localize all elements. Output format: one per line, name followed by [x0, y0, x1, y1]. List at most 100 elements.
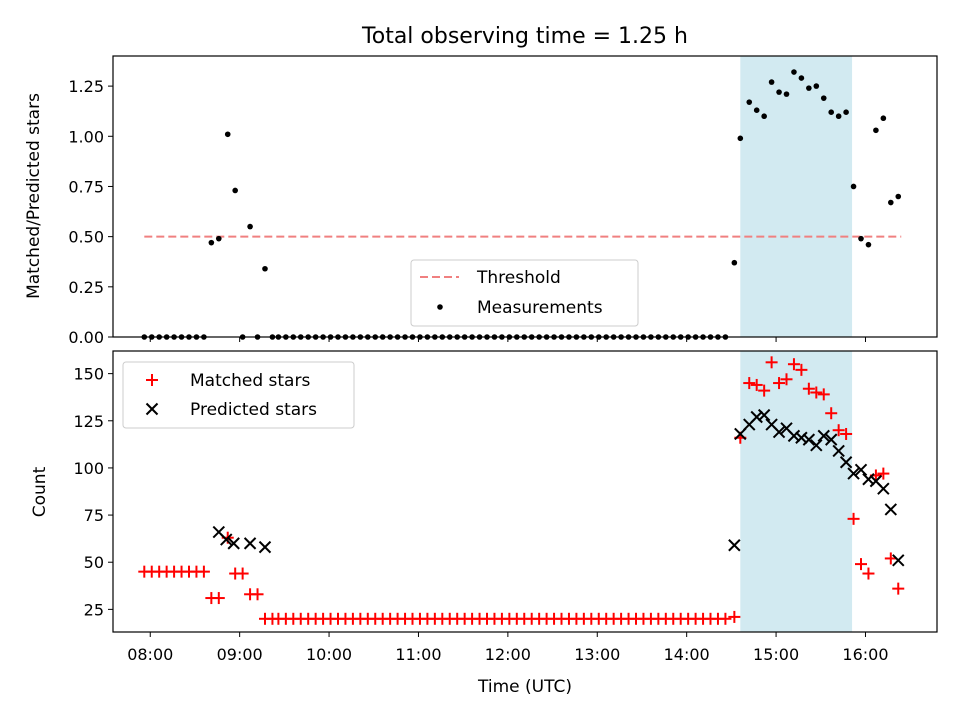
measurement-point [813, 83, 820, 89]
y-tick-label: 75 [84, 506, 104, 525]
cross-b [869, 474, 883, 488]
matched-star-point [197, 565, 210, 578]
predicted-star-point [817, 429, 830, 443]
x-axis-label: Time (UTC) [477, 677, 572, 697]
predicted-star-point [772, 425, 786, 439]
legend-measurements-label: Measurements [477, 298, 603, 318]
cross-b [795, 431, 808, 444]
y-tick-label: 100 [73, 459, 104, 478]
cross-b [728, 539, 741, 552]
predicted-star-point [750, 410, 763, 424]
x-tick-label: 08:00 [127, 645, 173, 664]
y-tick-label: 25 [84, 600, 104, 619]
measurement-point [247, 223, 253, 230]
measurement-point [731, 259, 738, 266]
legend-predicted-label: Predicted stars [190, 400, 317, 420]
measurement-point [806, 85, 812, 91]
matched-star-point [847, 512, 860, 525]
cross-b [145, 402, 159, 416]
cross-b [243, 537, 257, 550]
predicted-star-point [854, 463, 868, 477]
matched-star-point [884, 552, 897, 565]
measurement-point [746, 99, 753, 105]
cross-b [824, 433, 838, 446]
matched-star-point [787, 358, 800, 371]
matched-star-point [765, 356, 778, 369]
measurement-point [753, 107, 760, 113]
x-tick-label: 16:00 [842, 645, 888, 664]
legend-predicted-swatch [145, 402, 159, 416]
matched-star-point [780, 373, 793, 386]
x-tick-label: 15:00 [753, 645, 799, 664]
bottom-axes: 25 50 75 100 125 150 08:00 09:00 10:00 11:00 12:00… [73, 350, 938, 664]
cross-b [854, 463, 868, 477]
measurement-point [761, 113, 767, 120]
cross-b [765, 418, 778, 431]
matched-star-point [802, 382, 815, 395]
predicted-star-point [787, 429, 801, 443]
measurement-point [208, 239, 215, 246]
measurement-point [232, 187, 238, 194]
cross-b [227, 537, 240, 550]
predicted-star-point [862, 473, 875, 486]
cross-b [810, 439, 823, 452]
cross-b [862, 473, 875, 486]
matched-star-point [743, 377, 756, 390]
cross-b [877, 482, 890, 495]
predicted-star-point [810, 439, 823, 452]
legend-matched-label: Matched stars [190, 371, 310, 391]
matched-star-point [212, 592, 225, 605]
legend-measurement-swatch [437, 304, 443, 310]
matched-star-point [251, 588, 264, 601]
predicted-star-point [757, 408, 771, 422]
measurement-point [791, 69, 797, 75]
cross-b [892, 554, 905, 567]
x-tick-label: 10:00 [306, 645, 352, 664]
top-axes: 0.00 0.25 0.50 0.75 1.00 1.25 Threshold Measure… [68, 55, 938, 347]
cross-b [258, 540, 272, 554]
measurement-point [737, 135, 744, 142]
x-tick-label: 09:00 [217, 645, 263, 664]
measurement-point [865, 241, 872, 248]
y-tick-label: 50 [84, 553, 104, 572]
measurement-point [850, 183, 857, 190]
measurement-point [776, 89, 782, 95]
measurement-point [224, 131, 231, 138]
matched-star-point [758, 384, 771, 397]
top-y-axis-label: Matched/Predicted stars [24, 93, 44, 299]
measurement-point [820, 95, 827, 101]
measurement-point [873, 127, 879, 134]
matched-star-point [832, 424, 845, 437]
predicted-star-point [243, 537, 257, 550]
matched-star-point [855, 558, 868, 571]
legend-box [122, 361, 355, 429]
measurement-point [843, 109, 849, 115]
y-tick-label: 0.75 [68, 177, 104, 196]
measurement-point [262, 265, 268, 272]
cross-b [212, 525, 226, 539]
measurement-point [858, 235, 864, 242]
predicted-star-point [728, 539, 741, 552]
measurement-point [835, 113, 842, 120]
x-tick-label: 14:00 [664, 645, 710, 664]
y-tick-label: 1.25 [68, 77, 104, 96]
predicted-star-point [877, 482, 890, 495]
top-axes-frame [112, 55, 938, 338]
predicted-star-point [227, 537, 240, 550]
top-legend: Threshold Measurements [410, 259, 639, 327]
matched-star-point [840, 427, 853, 440]
matched-star-point [728, 610, 741, 623]
y-tick-label: 150 [73, 365, 104, 384]
cross-b [750, 410, 763, 424]
matched-star-point [892, 582, 905, 595]
predicted-star-point [892, 554, 905, 567]
measurement-point [895, 193, 902, 200]
cross-b [847, 467, 860, 480]
x-tick-label: 13:00 [574, 645, 620, 664]
matched-star-point [773, 377, 786, 390]
cross-b [734, 427, 747, 441]
measurement-point [783, 91, 790, 97]
predicted-star-point [832, 444, 845, 458]
matched-star-point [236, 567, 249, 580]
